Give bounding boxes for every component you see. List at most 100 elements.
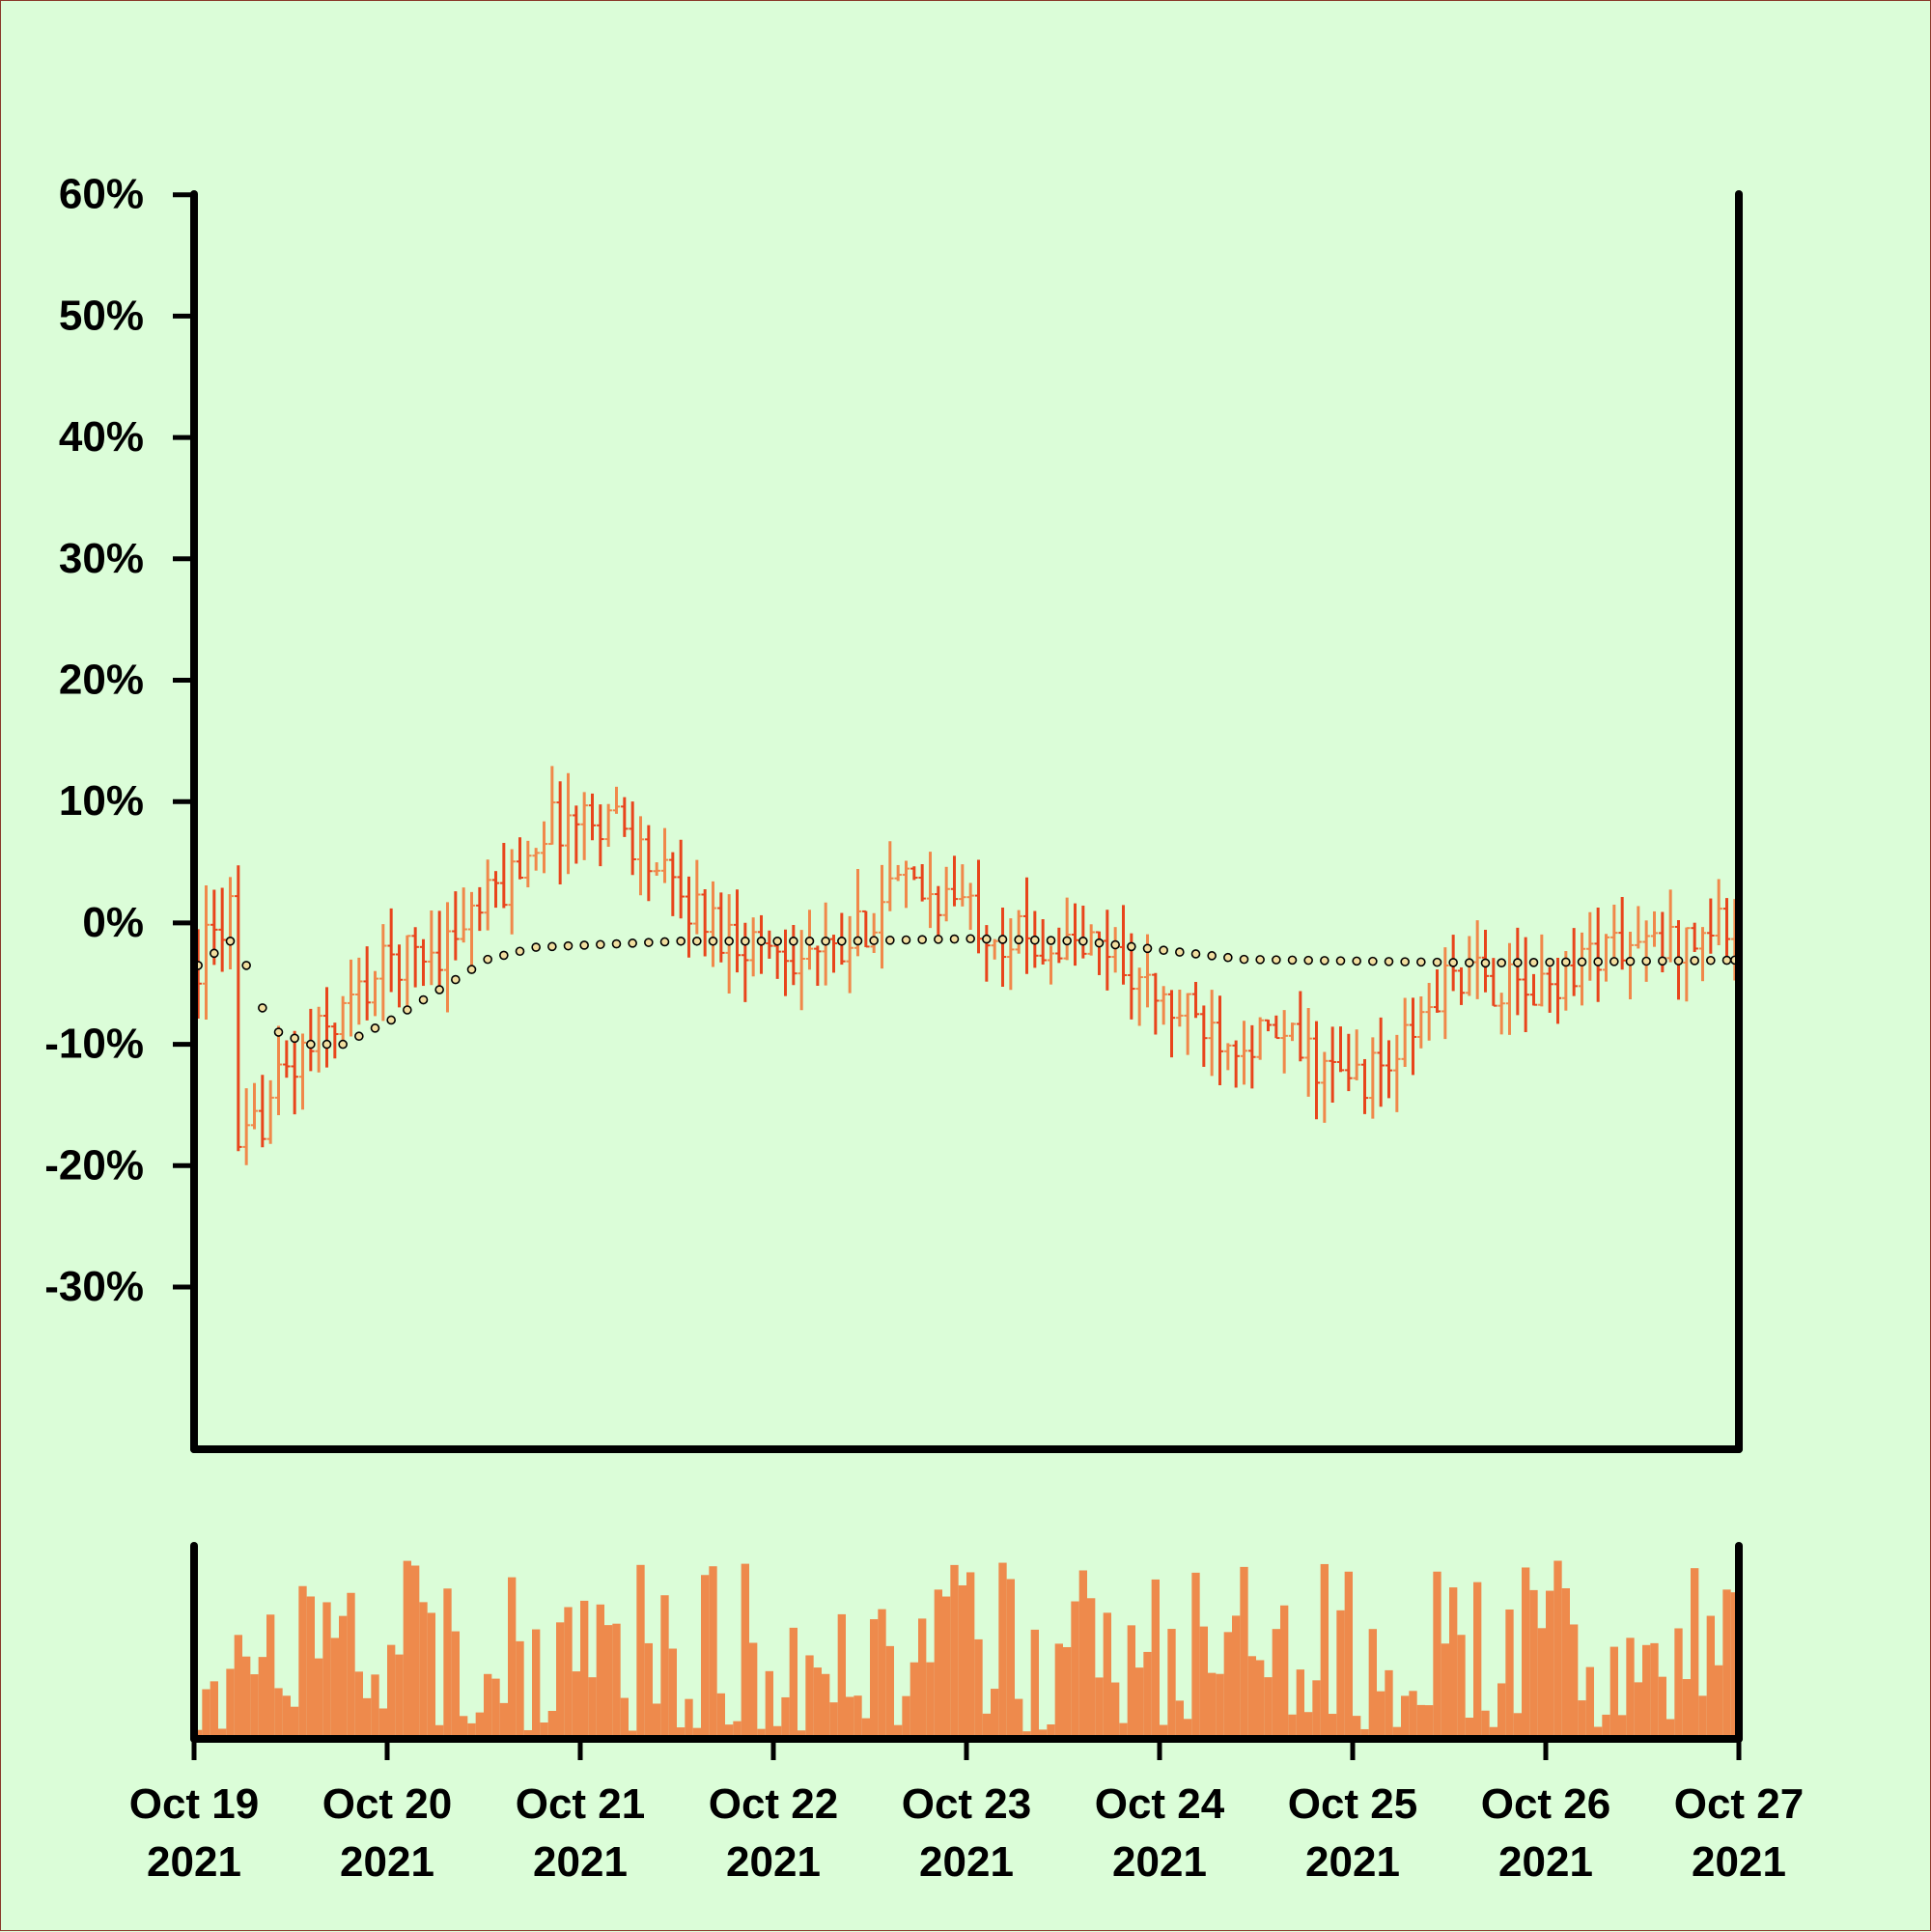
ohlc-bar <box>1691 922 1698 952</box>
volume-bar <box>1505 1609 1514 1735</box>
ohlc-bar <box>1377 1017 1385 1107</box>
volume-bar <box>878 1609 886 1735</box>
volume-bar <box>958 1584 966 1735</box>
ohlc-bar <box>1200 1005 1208 1067</box>
volume-bar <box>330 1638 339 1735</box>
ohlc-bar <box>1698 927 1707 982</box>
volume-bar <box>870 1619 879 1735</box>
moving-average-point <box>290 1033 299 1044</box>
ohlc-bar <box>629 801 636 876</box>
ohlc-bar <box>1578 932 1586 1006</box>
moving-average-point <box>853 936 863 946</box>
ohlc-bar <box>1417 996 1425 1049</box>
moving-average-point <box>1110 939 1120 950</box>
ohlc-bar <box>1707 898 1715 954</box>
volume-bar <box>322 1602 331 1735</box>
volume-bar <box>1272 1629 1280 1735</box>
moving-average-point <box>804 936 815 946</box>
volume-bar <box>1650 1642 1659 1735</box>
volume-bar <box>1288 1714 1297 1735</box>
volume-bar <box>1111 1682 1120 1735</box>
ohlc-bar <box>1683 927 1691 1002</box>
volume-bar <box>1473 1582 1482 1735</box>
moving-average-point <box>708 936 718 946</box>
moving-average-point <box>1528 958 1539 967</box>
volume-bar <box>1634 1682 1642 1735</box>
ohlc-bar <box>1135 967 1143 1026</box>
volume-bar <box>596 1604 604 1735</box>
moving-average-point <box>483 954 492 965</box>
volume-bar <box>1385 1669 1393 1735</box>
x-tick-year-label: 2021 <box>1305 1838 1400 1886</box>
volume-bar <box>1103 1612 1111 1735</box>
ohlc-bar <box>621 797 629 837</box>
volume-bar <box>258 1657 266 1735</box>
ohlc-bar <box>1715 879 1722 946</box>
volume-bar <box>1353 1716 1361 1735</box>
volume-bar <box>837 1613 846 1735</box>
volume-bar <box>387 1644 396 1735</box>
ohlc-bar <box>1385 1040 1393 1099</box>
ohlc-bar <box>443 902 452 1013</box>
volume-bar <box>1377 1691 1385 1735</box>
volume-bar <box>1602 1714 1610 1735</box>
volume-bar <box>733 1721 742 1735</box>
volume-bar <box>846 1696 854 1735</box>
ohlc-bar <box>339 995 347 1049</box>
volume-bar <box>910 1662 918 1735</box>
ohlc-bar <box>1497 993 1505 1035</box>
volume-bar <box>1578 1700 1586 1735</box>
ohlc-bar <box>1022 877 1031 974</box>
moving-average-point <box>982 934 992 944</box>
ohlc-bar <box>910 866 918 881</box>
volume-bar <box>540 1722 548 1735</box>
moving-average-point <box>1721 955 1732 966</box>
x-tick-label: Oct 20 <box>322 1780 453 1828</box>
moving-average-point <box>1673 956 1684 966</box>
ohlc-bar <box>1087 924 1095 956</box>
ohlc-bar <box>1594 907 1602 1002</box>
moving-average-point <box>563 940 574 951</box>
y-tick-label: -20% <box>44 1141 144 1189</box>
ohlc-bar <box>1095 931 1104 975</box>
moving-average-point <box>934 935 943 944</box>
ohlc-bar <box>1232 1040 1240 1088</box>
volume-bar <box>1119 1722 1128 1735</box>
price-bars-layer <box>194 766 1739 1165</box>
volume-bar <box>274 1688 283 1735</box>
moving-average-point <box>1690 956 1699 966</box>
ohlc-bar <box>573 805 580 864</box>
moving-average-point <box>1545 957 1554 967</box>
ohlc-bar <box>1119 905 1128 985</box>
moving-average-point <box>772 936 782 946</box>
volume-bar <box>854 1695 862 1735</box>
volume-bar <box>1135 1667 1144 1735</box>
volume-bar <box>491 1678 500 1735</box>
ohlc-bar <box>1079 905 1087 959</box>
volume-bar <box>1296 1669 1304 1735</box>
ohlc-bar <box>1176 990 1184 1027</box>
y-tick-label: -30% <box>44 1263 144 1310</box>
moving-average-point <box>225 936 236 946</box>
ohlc-bar <box>1047 945 1055 985</box>
volume-bar <box>1489 1726 1497 1735</box>
ohlc-bar <box>435 910 443 994</box>
moving-average-point <box>1207 951 1217 961</box>
moving-average-point <box>901 935 911 945</box>
ohlc-bar <box>1224 1043 1232 1071</box>
volume-bar <box>1401 1695 1410 1735</box>
moving-average-point <box>1625 956 1636 966</box>
ohlc-bar <box>540 821 548 874</box>
ohlc-bar <box>950 855 959 907</box>
ohlc-bar <box>274 1025 283 1115</box>
volume-bar <box>934 1589 942 1735</box>
volume-bar <box>202 1689 210 1735</box>
ohlc-bar <box>742 922 749 1002</box>
moving-average-point <box>1577 957 1587 967</box>
ohlc-bar <box>926 852 935 929</box>
ohlc-bar <box>1457 966 1466 1005</box>
x-tick-year-label: 2021 <box>340 1838 434 1886</box>
volume-bar <box>580 1600 589 1735</box>
ohlc-bar <box>870 912 878 953</box>
